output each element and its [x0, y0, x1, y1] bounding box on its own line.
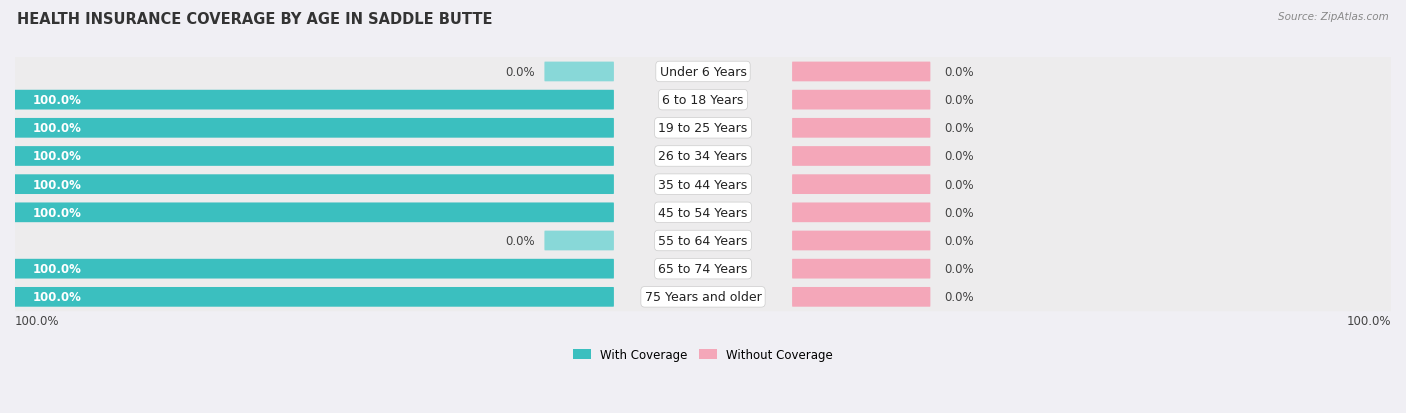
- FancyBboxPatch shape: [14, 147, 614, 166]
- FancyBboxPatch shape: [14, 171, 1392, 199]
- Text: 100.0%: 100.0%: [32, 291, 82, 304]
- Text: HEALTH INSURANCE COVERAGE BY AGE IN SADDLE BUTTE: HEALTH INSURANCE COVERAGE BY AGE IN SADD…: [17, 12, 492, 27]
- Text: Under 6 Years: Under 6 Years: [659, 66, 747, 79]
- Text: 0.0%: 0.0%: [943, 178, 973, 191]
- Text: 0.0%: 0.0%: [505, 235, 534, 247]
- Text: 100.0%: 100.0%: [32, 122, 82, 135]
- FancyBboxPatch shape: [792, 287, 931, 307]
- Text: 6 to 18 Years: 6 to 18 Years: [662, 94, 744, 107]
- FancyBboxPatch shape: [14, 175, 614, 195]
- FancyBboxPatch shape: [14, 259, 614, 279]
- FancyBboxPatch shape: [792, 203, 931, 223]
- Text: 0.0%: 0.0%: [943, 122, 973, 135]
- FancyBboxPatch shape: [14, 203, 614, 223]
- Text: 0.0%: 0.0%: [943, 94, 973, 107]
- Text: 0.0%: 0.0%: [505, 66, 534, 79]
- Text: 100.0%: 100.0%: [32, 150, 82, 163]
- FancyBboxPatch shape: [14, 199, 1392, 227]
- FancyBboxPatch shape: [792, 259, 931, 279]
- Text: 0.0%: 0.0%: [943, 206, 973, 219]
- Text: 0.0%: 0.0%: [943, 150, 973, 163]
- FancyBboxPatch shape: [14, 119, 614, 138]
- FancyBboxPatch shape: [14, 114, 1392, 143]
- FancyBboxPatch shape: [544, 231, 614, 251]
- Text: 0.0%: 0.0%: [943, 291, 973, 304]
- FancyBboxPatch shape: [14, 90, 614, 110]
- Text: 0.0%: 0.0%: [943, 66, 973, 79]
- Text: 65 to 74 Years: 65 to 74 Years: [658, 263, 748, 275]
- FancyBboxPatch shape: [544, 62, 614, 82]
- Text: 100.0%: 100.0%: [32, 206, 82, 219]
- Text: 26 to 34 Years: 26 to 34 Years: [658, 150, 748, 163]
- Text: 100.0%: 100.0%: [1347, 315, 1391, 328]
- FancyBboxPatch shape: [14, 86, 1392, 115]
- Text: 75 Years and older: 75 Years and older: [644, 291, 762, 304]
- Text: 100.0%: 100.0%: [32, 94, 82, 107]
- FancyBboxPatch shape: [792, 231, 931, 251]
- FancyBboxPatch shape: [14, 287, 614, 307]
- Text: 100.0%: 100.0%: [32, 178, 82, 191]
- Text: 100.0%: 100.0%: [15, 315, 59, 328]
- FancyBboxPatch shape: [792, 175, 931, 195]
- FancyBboxPatch shape: [14, 283, 1392, 311]
- FancyBboxPatch shape: [792, 62, 931, 82]
- FancyBboxPatch shape: [14, 58, 1392, 87]
- Legend: With Coverage, Without Coverage: With Coverage, Without Coverage: [568, 343, 838, 366]
- Text: 0.0%: 0.0%: [943, 263, 973, 275]
- FancyBboxPatch shape: [792, 119, 931, 138]
- FancyBboxPatch shape: [792, 147, 931, 166]
- Text: 55 to 64 Years: 55 to 64 Years: [658, 235, 748, 247]
- Text: 100.0%: 100.0%: [32, 263, 82, 275]
- Text: Source: ZipAtlas.com: Source: ZipAtlas.com: [1278, 12, 1389, 22]
- FancyBboxPatch shape: [14, 227, 1392, 255]
- FancyBboxPatch shape: [14, 142, 1392, 171]
- Text: 19 to 25 Years: 19 to 25 Years: [658, 122, 748, 135]
- FancyBboxPatch shape: [792, 90, 931, 110]
- Text: 35 to 44 Years: 35 to 44 Years: [658, 178, 748, 191]
- FancyBboxPatch shape: [14, 255, 1392, 283]
- Text: 0.0%: 0.0%: [943, 235, 973, 247]
- Text: 45 to 54 Years: 45 to 54 Years: [658, 206, 748, 219]
